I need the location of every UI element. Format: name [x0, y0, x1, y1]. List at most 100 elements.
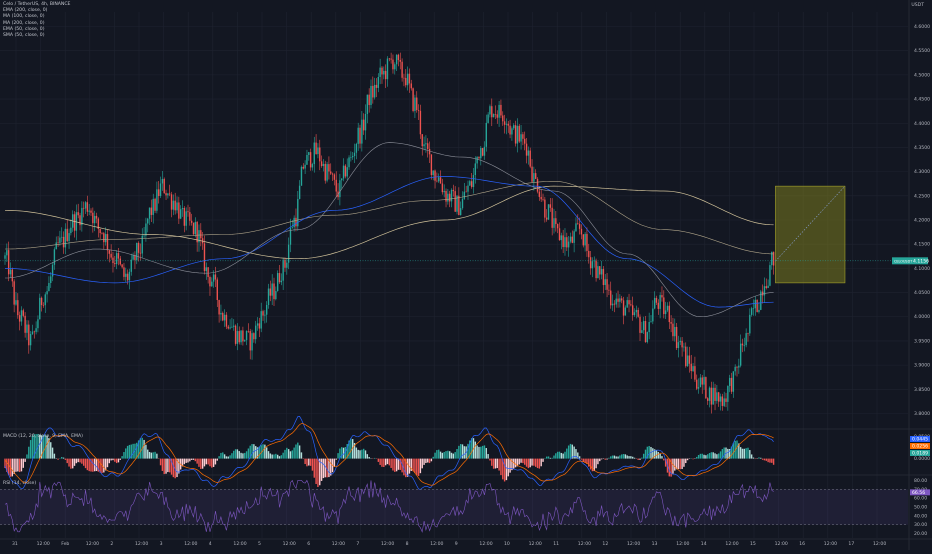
macd-histogram-bar: [520, 459, 521, 463]
candle-body: [694, 366, 695, 380]
indicator-sma50-label[interactable]: SMA (50, close, 0): [3, 33, 70, 39]
macd-histogram-bar: [526, 459, 527, 467]
macd-histogram-bar: [392, 459, 393, 471]
macd-legend[interactable]: MACD (12, 26, close, 9, EMA, EMA): [3, 434, 83, 439]
macd-histogram-bar: [30, 440, 31, 459]
candle-body: [487, 114, 488, 122]
macd-histogram-bar: [718, 453, 719, 458]
macd-histogram-bar: [766, 459, 767, 461]
candle-body: [26, 325, 27, 333]
macd-histogram-bar: [462, 444, 463, 458]
candle-body: [193, 223, 194, 234]
macd-histogram-bar: [605, 459, 606, 460]
candle-body: [401, 62, 402, 78]
macd-histogram-bar: [648, 446, 649, 459]
candle-body: [131, 260, 132, 272]
macd-histogram-bar: [28, 447, 29, 459]
macd-histogram-bar: [222, 452, 223, 458]
rsi-tick-label: 20.00: [914, 531, 927, 537]
candle-body: [583, 234, 584, 245]
macd-histogram-bar: [412, 459, 413, 472]
macd-histogram-bar: [15, 459, 16, 472]
macd-histogram-bar: [621, 454, 622, 458]
macd-histogram-bar: [570, 444, 571, 459]
candle-body: [495, 114, 496, 115]
macd-histogram-bar: [546, 457, 547, 459]
macd-histogram-bar: [559, 452, 560, 459]
macd-histogram-bar: [769, 459, 770, 463]
candle-body: [762, 292, 763, 296]
candle-body: [308, 152, 309, 155]
macd-histogram-bar: [235, 449, 236, 458]
macd-histogram-bar: [537, 459, 538, 468]
macd-histogram-bar: [663, 459, 664, 461]
macd-histogram-bar: [54, 454, 55, 459]
candle-body: [764, 286, 765, 295]
price-tick-label: 4.5500: [914, 48, 930, 54]
candle-body: [650, 321, 651, 322]
price-tick-label: 4.6000: [914, 24, 930, 30]
macd-histogram-bar: [228, 457, 229, 459]
macd-histogram-bar: [12, 459, 13, 477]
candle-body: [196, 222, 197, 242]
candle-body: [745, 333, 746, 345]
time-tick-label: 7: [356, 541, 359, 547]
macd-histogram-bar: [590, 459, 591, 470]
candle-body: [722, 396, 723, 405]
candle-body: [605, 279, 606, 285]
macd-histogram-bar: [81, 459, 82, 464]
candle-body: [32, 332, 33, 334]
macd-histogram-bar: [733, 443, 734, 458]
macd-histogram-bar: [751, 454, 752, 458]
candle-body: [39, 298, 40, 319]
candle-body: [34, 332, 35, 333]
rsi-legend[interactable]: RSI (14, close): [3, 481, 36, 486]
candle-body: [720, 396, 721, 401]
macd-histogram-bar: [420, 459, 421, 474]
macd-histogram-bar: [85, 459, 86, 469]
macd-histogram-bar: [19, 459, 20, 472]
candle-body: [87, 202, 88, 211]
candle-body: [509, 126, 510, 135]
candle-body: [143, 236, 144, 237]
macd-histogram-bar: [555, 453, 556, 458]
macd-histogram-bar: [310, 459, 311, 466]
macd-histogram-bar: [740, 447, 741, 458]
macd-histogram-bar: [700, 454, 701, 459]
macd-histogram-bar: [425, 459, 426, 463]
macd-histogram-bar: [575, 449, 576, 459]
candle-body: [147, 219, 148, 224]
time-tick-label: 16: [799, 541, 805, 547]
macd-histogram-bar: [46, 436, 47, 459]
macd-histogram-bar: [566, 449, 567, 459]
candle-body: [63, 237, 64, 247]
ema50-line: [5, 143, 774, 317]
macd-histogram-bar: [112, 459, 113, 461]
candle-body: [286, 263, 287, 268]
candle-body: [78, 212, 79, 215]
candle-body: [553, 218, 554, 228]
price-axis-unit[interactable]: USDT: [911, 3, 924, 8]
time-tick-label: 12:00: [430, 541, 443, 547]
candle-body: [727, 386, 728, 402]
candle-body: [400, 60, 401, 62]
macd-histogram-bar: [224, 454, 225, 458]
macd-histogram-bar: [379, 459, 380, 465]
macd-histogram-bar: [277, 455, 278, 459]
macd-histogram-bar: [390, 459, 391, 468]
macd-histogram-bar: [533, 459, 534, 466]
macd-histogram-bar: [627, 455, 628, 458]
candle-body: [394, 64, 395, 69]
candle-body: [301, 167, 302, 186]
ema200-line: [5, 186, 774, 259]
candle-body: [76, 212, 77, 231]
macd-histogram-bar: [109, 459, 110, 464]
macd-histogram-bar: [434, 453, 435, 459]
time-tick-label: 12:00: [332, 541, 345, 547]
candle-body: [603, 269, 604, 285]
macd-histogram-bar: [714, 453, 715, 458]
macd-histogram-bar: [625, 454, 626, 458]
candle-body: [19, 315, 20, 321]
candle-body: [164, 179, 165, 193]
